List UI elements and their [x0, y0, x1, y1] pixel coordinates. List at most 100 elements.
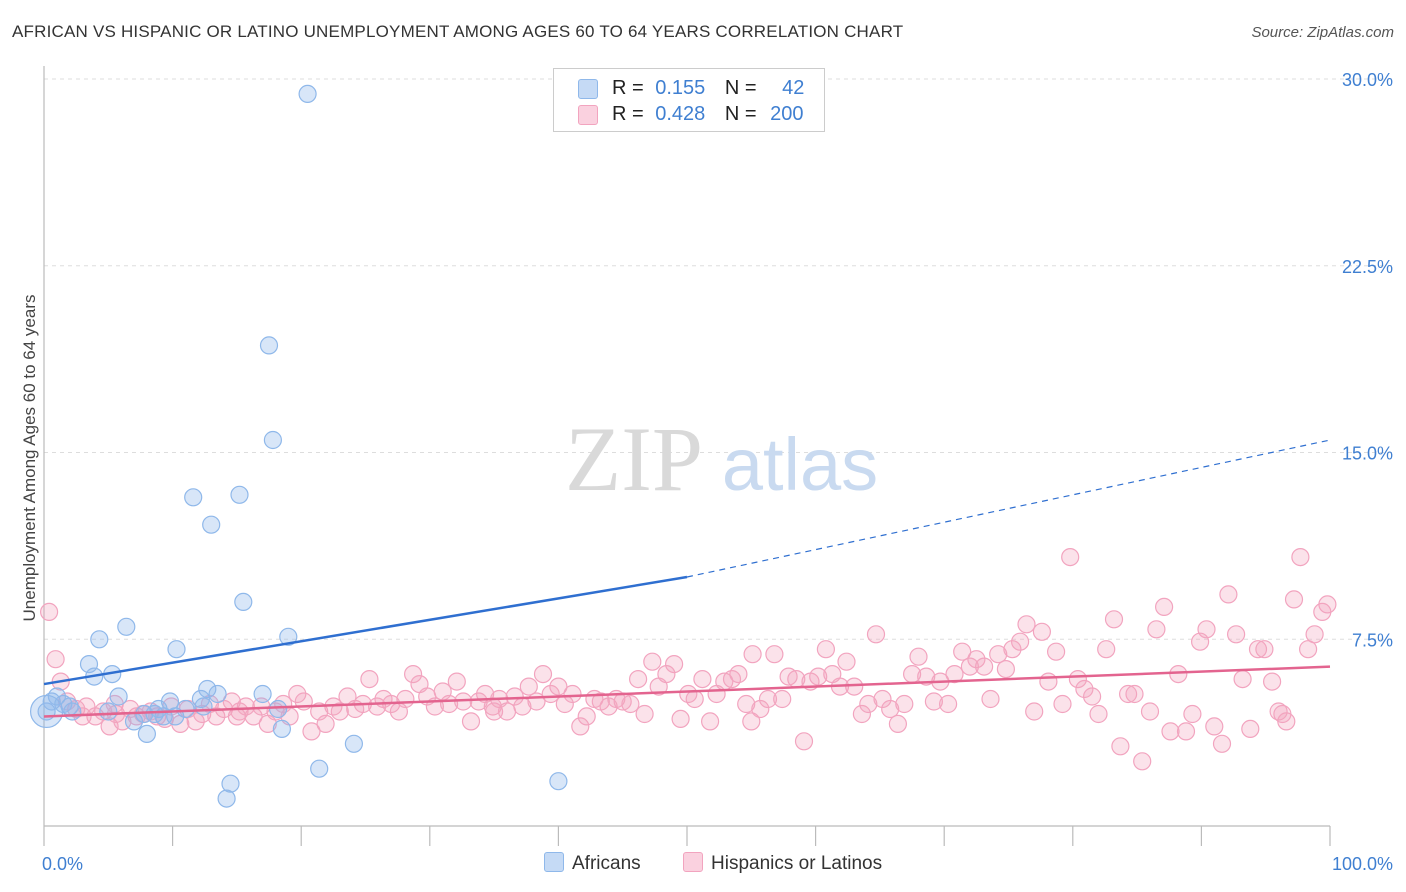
y-tick-label: 22.5%	[1342, 257, 1393, 277]
point-africans	[137, 724, 156, 744]
data-points	[29, 84, 1337, 808]
point-africans	[230, 485, 249, 504]
y-tick-label: 30.0%	[1342, 70, 1393, 90]
tick-labels: 7.5% 15.0% 22.5% 30.0% 0.0% 100.0%	[42, 70, 1393, 874]
point-hispanics	[967, 650, 986, 669]
point-hispanics	[657, 664, 676, 684]
point-africans	[29, 694, 64, 729]
point-hispanics	[866, 625, 886, 644]
point-hispanics	[1318, 595, 1337, 614]
point-africans	[167, 640, 186, 659]
point-hispanics	[873, 689, 892, 709]
point-hispanics	[953, 642, 972, 661]
point-hispanics	[1068, 669, 1088, 689]
point-hispanics	[729, 664, 748, 684]
point-hispanics	[1104, 610, 1124, 629]
legend-r-label: R =	[612, 77, 644, 99]
legend-item-africans[interactable]: Africans	[544, 852, 641, 875]
point-africans	[269, 699, 288, 719]
point-hispanics	[549, 677, 568, 696]
point-hispanics	[1125, 684, 1144, 704]
point-hispanics	[1133, 752, 1152, 771]
point-africans	[198, 679, 217, 699]
point-africans	[344, 734, 363, 753]
point-hispanics	[577, 707, 596, 726]
point-hispanics	[765, 645, 784, 664]
point-hispanics	[1255, 640, 1274, 659]
point-hispanics	[794, 732, 814, 751]
point-hispanics	[981, 689, 1000, 709]
point-africans	[184, 488, 203, 507]
point-hispanics	[1212, 734, 1232, 753]
point-hispanics	[404, 664, 423, 684]
point-hispanics	[1039, 672, 1058, 691]
point-africans	[217, 789, 236, 808]
point-hispanics	[743, 645, 762, 664]
point-africans	[234, 592, 253, 612]
point-africans	[310, 759, 329, 778]
point-hispanics	[1053, 694, 1072, 714]
point-hispanics	[1169, 664, 1188, 684]
point-hispanics	[773, 689, 792, 709]
point-hispanics	[621, 694, 640, 714]
point-hispanics	[288, 684, 307, 704]
point-africans	[42, 692, 61, 711]
correlation-legend: R = 0.155 N = 42 R = 0.428 N = 200	[553, 68, 825, 132]
legend-n-label: N =	[724, 77, 757, 99]
point-hispanics	[845, 677, 864, 696]
point-hispanics	[571, 717, 590, 736]
point-africans	[99, 702, 118, 721]
point-hispanics	[671, 709, 690, 729]
point-hispanics	[888, 714, 908, 734]
y-tick-label: 7.5%	[1352, 630, 1393, 650]
watermark: ZIP atlas	[565, 408, 878, 510]
legend-swatch-hispanics	[683, 852, 703, 872]
y-axis-label: Unemployment Among Ages 60 to 64 years	[20, 294, 39, 622]
legend-r-value: 0.428	[655, 103, 706, 125]
trend-line-hispanics	[43, 665, 1331, 718]
trend-line-africans	[43, 575, 688, 686]
point-hispanics	[1233, 669, 1252, 689]
point-africans	[298, 84, 317, 104]
point-africans	[117, 617, 136, 636]
point-hispanics	[461, 712, 481, 731]
point-hispanics	[447, 672, 466, 691]
legend-r-value: 0.155	[655, 77, 706, 99]
point-hispanics	[628, 669, 648, 689]
point-africans	[208, 684, 227, 704]
point-hispanics	[505, 687, 524, 706]
point-hispanics	[207, 707, 226, 726]
point-africans	[272, 719, 291, 739]
point-africans	[194, 697, 213, 716]
point-hispanics	[599, 697, 618, 716]
legend-item-hispanics[interactable]: Hispanics or Latinos	[683, 852, 882, 875]
point-africans	[221, 774, 240, 793]
point-hispanics	[1219, 585, 1238, 604]
point-hispanics	[563, 684, 582, 704]
point-hispanics	[758, 689, 778, 709]
point-hispanics	[46, 650, 65, 669]
point-africans	[90, 630, 109, 649]
legend-label-africans: Africans	[572, 853, 641, 874]
point-hispanics	[881, 699, 900, 719]
y-tick-label: 15.0%	[1342, 444, 1393, 464]
point-hispanics	[895, 694, 914, 714]
point-hispanics	[1082, 687, 1102, 706]
point-hispanics	[1075, 679, 1094, 699]
point-hispanics	[1154, 597, 1174, 617]
point-hispanics	[485, 702, 504, 721]
point-hispanics	[519, 677, 538, 696]
point-hispanics	[1262, 672, 1282, 691]
point-hispanics	[396, 689, 415, 709]
point-hispanics	[664, 654, 684, 674]
point-hispanics	[816, 640, 836, 659]
point-africans	[549, 772, 568, 791]
point-africans	[253, 684, 272, 704]
point-hispanics	[39, 602, 59, 622]
point-hispanics	[1305, 625, 1324, 644]
grid-lines	[44, 78, 1392, 640]
point-hispanics	[859, 694, 878, 714]
point-hispanics	[635, 704, 654, 724]
point-hispanics	[700, 712, 720, 731]
